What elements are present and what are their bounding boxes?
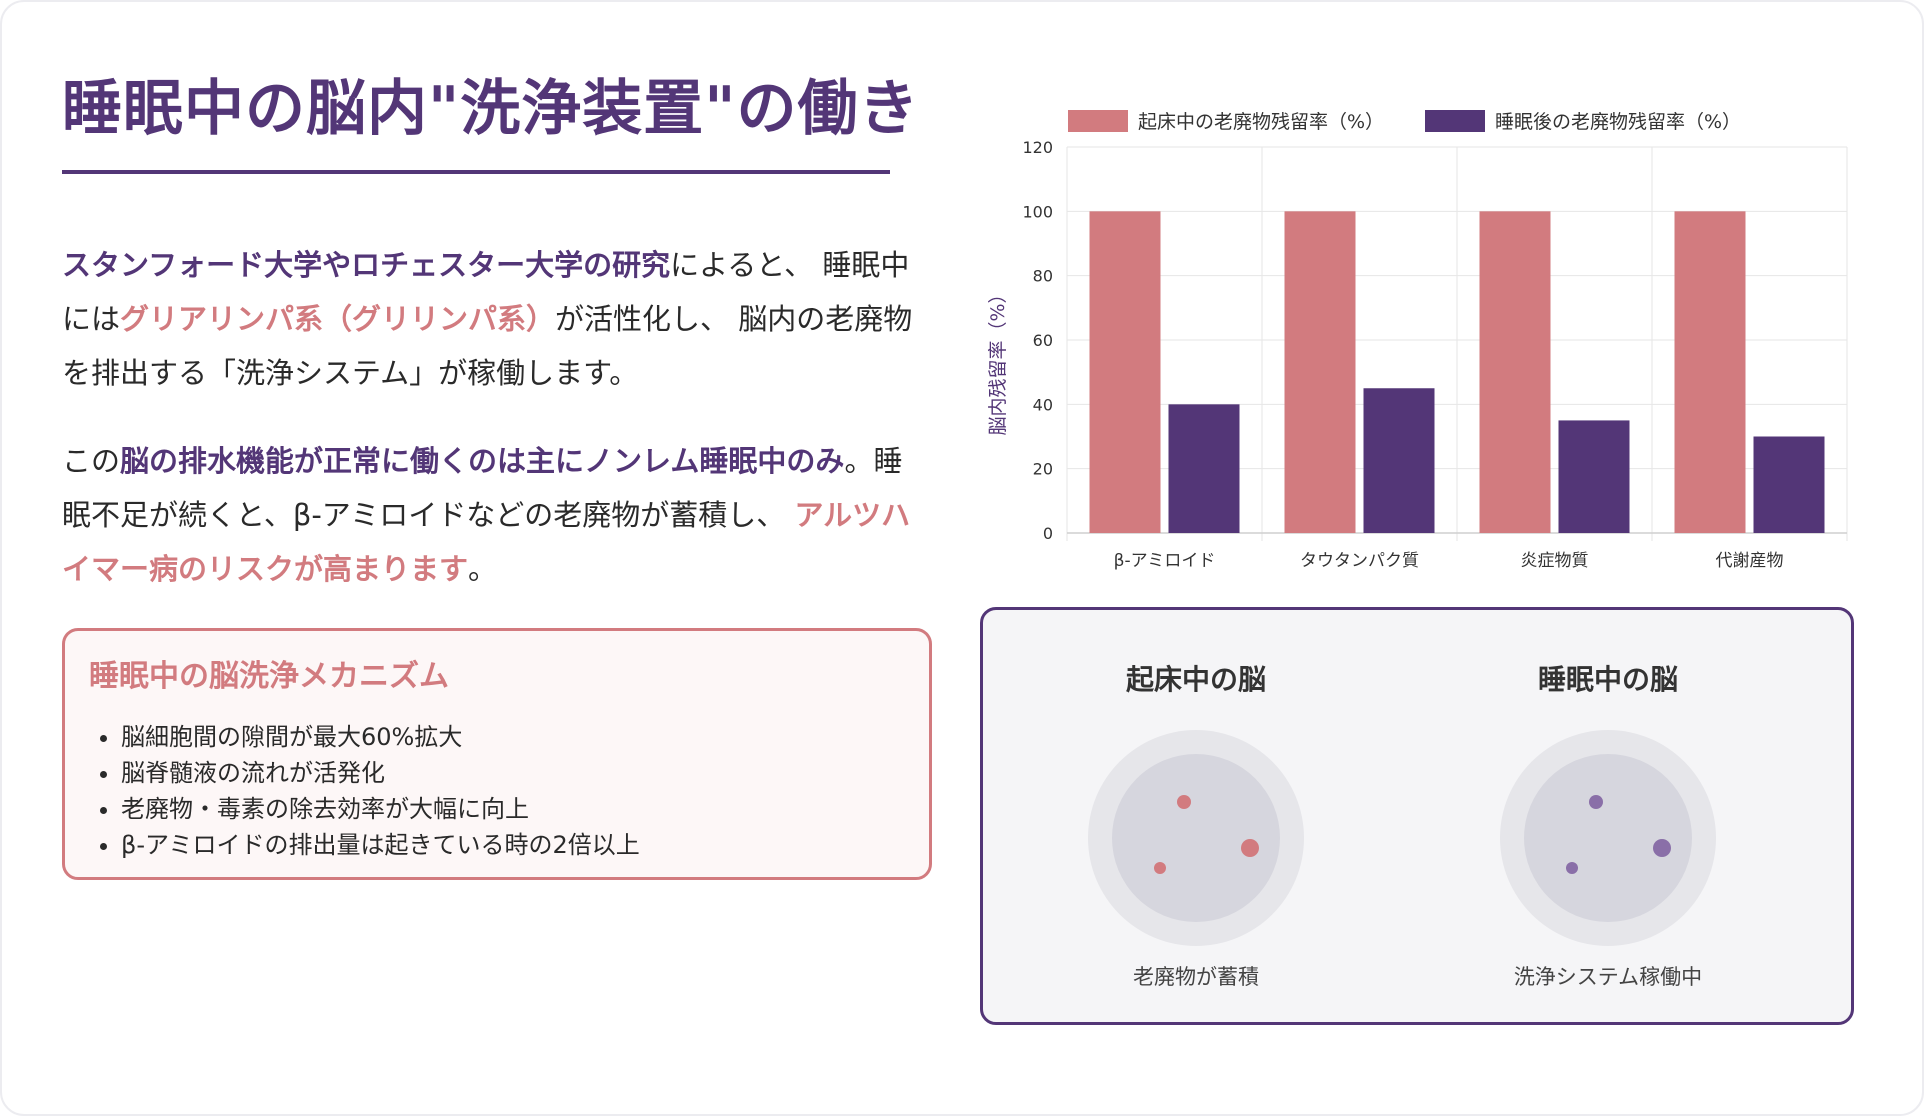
- x-tick-label: タウタンパク質: [1300, 551, 1419, 571]
- legend-swatch: [1425, 110, 1485, 132]
- sleep-brain-icon: [1500, 730, 1716, 946]
- page-title: 睡眠中の脳内"洗浄装置"の働き: [62, 74, 920, 144]
- y-tick-label: 100: [1022, 202, 1053, 221]
- bar: [1674, 211, 1746, 533]
- glymphatic-highlight: グリアリンパ系（グリリンパ系）: [120, 302, 556, 336]
- brain-comparison-panel: 起床中の脳 老廃物が蓄積 睡眠中の脳 洗浄システム稼働中: [980, 607, 1854, 1025]
- research-highlight: スタンフォード大学やロチェスター大学の研究: [62, 248, 671, 282]
- alzheimer-highlight: アルツハイマー病のリスクが高まります: [62, 498, 911, 586]
- awake-brain-caption: 老廃物が蓄積: [1133, 965, 1259, 989]
- title-underline: [62, 170, 890, 174]
- y-axis-label: 脳内残留率（%）: [987, 284, 1009, 435]
- waste-dot: [1589, 795, 1603, 809]
- nonrem-highlight: 脳の排水機能が正常に働くのは主にノンレム睡眠中のみ: [120, 444, 845, 478]
- x-tick-label: 炎症物質: [1521, 551, 1589, 571]
- mechanism-box: 睡眠中の脳洗浄メカニズム 脳細胞間の隙間が最大60%拡大 脳脊髄液の流れが活発化…: [62, 628, 932, 880]
- sleep-brain-column: 睡眠中の脳 洗浄システム稼働中: [1458, 660, 1758, 992]
- bar-chart-svg: 0 20 40 60 80 100 120 β-アミロイド タウタンパク質 炎症物質 代謝産物 脳内残…: [987, 110, 1848, 571]
- legend-swatch: [1068, 110, 1128, 132]
- bar: [1479, 211, 1551, 533]
- mechanism-item: β-アミロイドの排出量は起きている時の2倍以上: [121, 827, 905, 863]
- risk-text-3: 。: [468, 552, 498, 586]
- waste-dot: [1154, 862, 1166, 874]
- y-tick-label: 120: [1022, 138, 1053, 157]
- y-tick-label: 20: [1033, 460, 1053, 479]
- awake-brain-icon: [1088, 730, 1304, 946]
- waste-dot: [1566, 862, 1578, 874]
- y-tick-label: 80: [1033, 267, 1053, 286]
- legend-label: 起床中の老廃物残留率（%）: [1138, 111, 1384, 133]
- x-tick-label: 代謝産物: [1716, 551, 1784, 571]
- sleep-brain-caption: 洗浄システム稼働中: [1513, 965, 1703, 989]
- brain-inner-circle: [1524, 754, 1692, 922]
- waste-chart: 0 20 40 60 80 100 120 β-アミロイド タウタンパク質 炎症物質 代謝産物 脳内残…: [980, 90, 1880, 590]
- brain-inner-circle: [1112, 754, 1280, 922]
- mechanism-item: 老廃物・毒素の除去効率が大幅に向上: [121, 791, 905, 827]
- x-tick-label: β-アミロイド: [1114, 551, 1216, 571]
- sleep-brain-title: 睡眠中の脳: [1537, 663, 1678, 696]
- bar: [1363, 388, 1435, 533]
- waste-dot: [1653, 839, 1671, 857]
- y-tick-label: 40: [1033, 395, 1053, 414]
- y-tick-label: 0: [1043, 524, 1053, 543]
- awake-brain-title: 起床中の脳: [1125, 663, 1266, 696]
- mechanism-title: 睡眠中の脳洗浄メカニズム: [89, 659, 449, 694]
- risk-text-1: この: [62, 444, 121, 478]
- bar: [1168, 404, 1240, 533]
- risk-text-2: 。睡眠不足が続くと、β-アミロイドなどの老廃物が蓄積し、: [62, 444, 903, 532]
- bar: [1558, 420, 1630, 533]
- legend-label: 睡眠後の老廃物残留率（%）: [1495, 111, 1741, 133]
- intro-paragraph: スタンフォード大学やロチェスター大学の研究によると、 睡眠中にはグリアリンパ系（…: [62, 238, 922, 400]
- bar: [1284, 211, 1356, 533]
- mechanism-item: 脳細胞間の隙間が最大60%拡大: [121, 719, 905, 755]
- bar: [1089, 211, 1161, 533]
- intro-text-2: が活性化し、 脳内の老廃物を排出する「洗浄システム」が稼働します。: [62, 302, 913, 390]
- mechanism-item: 脳脊髄液の流れが活発化: [121, 755, 905, 791]
- y-tick-label: 60: [1033, 331, 1053, 350]
- waste-dot: [1241, 839, 1259, 857]
- risk-paragraph: この脳の排水機能が正常に働くのは主にノンレム睡眠中のみ。睡眠不足が続くと、β-ア…: [62, 434, 922, 596]
- left-column: 睡眠中の脳内"洗浄装置"の働き スタンフォード大学やロチェスター大学の研究による…: [62, 64, 942, 596]
- bar: [1753, 436, 1825, 533]
- intro-text-1: によると、 睡眠中には: [62, 248, 910, 336]
- mechanism-list: 脳細胞間の隙間が最大60%拡大 脳脊髄液の流れが活発化 老廃物・毒素の除去効率が…: [89, 719, 905, 863]
- waste-dot: [1177, 795, 1191, 809]
- awake-brain-column: 起床中の脳 老廃物が蓄積: [1046, 660, 1346, 992]
